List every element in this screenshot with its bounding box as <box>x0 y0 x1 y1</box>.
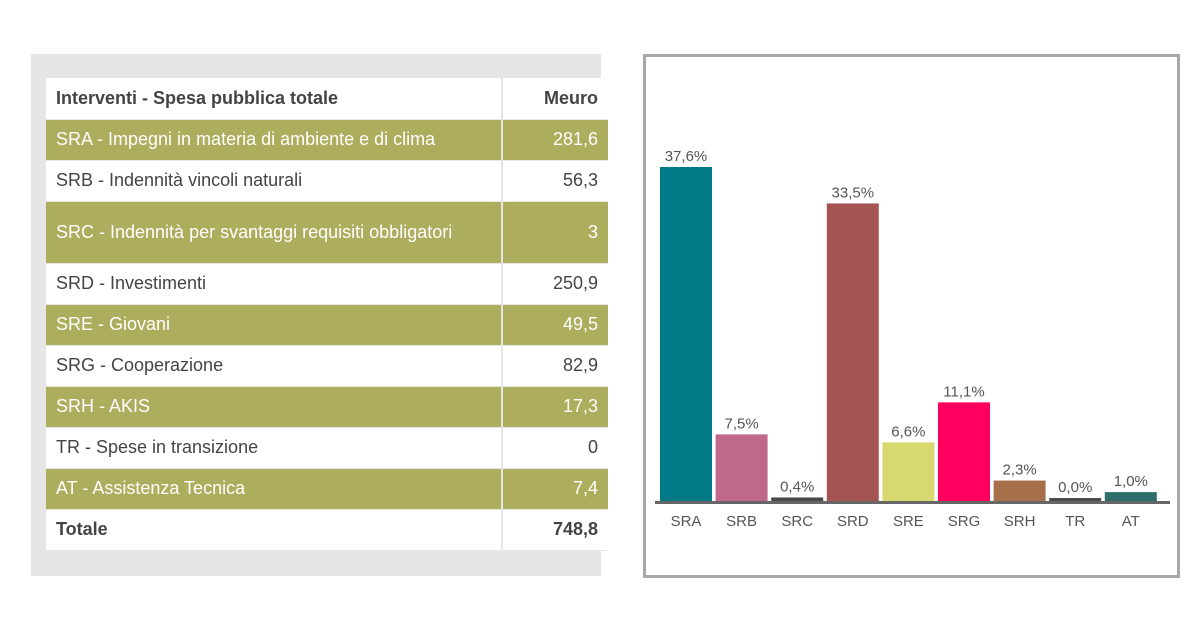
row-label: AT - Assistenza Tecnica <box>46 468 503 510</box>
table-header-row: Interventi - Spesa pubblica totale Meuro <box>46 78 608 120</box>
table-row: SRE - Giovani 49,5 <box>46 304 608 346</box>
total-label: Totale <box>46 509 503 551</box>
bar-chart: 37,6% SRA 7,5% SRB 0,4% SRC 33,5% SRD 6,6% SRE 11,… <box>655 148 1170 530</box>
tick-label-srd: SRD <box>837 513 869 530</box>
data-label-at: 1,0% <box>1114 473 1148 490</box>
row-value: 281,6 <box>502 119 608 161</box>
data-label-src: 0,4% <box>780 478 814 495</box>
table-row: SRC - Indennità per svantaggi requisiti … <box>46 201 608 264</box>
row-value: 82,9 <box>502 345 608 387</box>
table-row: SRH - AKIS 17,3 <box>46 386 608 428</box>
row-value: 0 <box>502 427 608 469</box>
table-row: SRD - Investimenti 250,9 <box>46 263 608 305</box>
bar-tr <box>1049 498 1102 501</box>
tick-label-tr: TR <box>1065 513 1085 530</box>
tick-label-src: SRC <box>781 513 813 530</box>
row-value: 56,3 <box>502 160 608 202</box>
table-row: TR - Spese in transizione 0 <box>46 427 608 469</box>
table-row: AT - Assistenza Tecnica 7,4 <box>46 468 608 510</box>
data-label-srd: 33,5% <box>832 184 875 201</box>
row-value: 250,9 <box>502 263 608 305</box>
tick-label-sra: SRA <box>671 513 702 530</box>
bar-at <box>1104 492 1157 501</box>
row-label: SRB - Indennità vincoli naturali <box>46 160 503 202</box>
bar-srb <box>715 434 768 501</box>
total-value: 748,8 <box>502 509 608 551</box>
table-total-row: Totale 748,8 <box>46 509 608 551</box>
tick-label-srh: SRH <box>1004 513 1036 530</box>
row-label: SRG - Cooperazione <box>46 345 503 387</box>
table-row: SRG - Cooperazione 82,9 <box>46 345 608 387</box>
row-label: SRH - AKIS <box>46 386 503 428</box>
row-value: 17,3 <box>502 386 608 428</box>
data-label-tr: 0,0% <box>1058 479 1092 496</box>
data-label-sre: 6,6% <box>891 423 925 440</box>
header-value: Meuro <box>502 78 608 120</box>
row-label: TR - Spese in transizione <box>46 427 503 469</box>
row-value: 49,5 <box>502 304 608 346</box>
data-label-sra: 37,6% <box>665 148 708 165</box>
data-label-srg: 11,1% <box>943 383 984 400</box>
bar-sra <box>660 167 712 501</box>
header-label: Interventi - Spesa pubblica totale <box>46 78 503 120</box>
row-label: SRD - Investimenti <box>46 263 503 305</box>
tick-label-sre: SRE <box>893 513 924 530</box>
data-label-srb: 7,5% <box>724 415 758 432</box>
row-label: SRC - Indennità per svantaggi requisiti … <box>46 201 503 264</box>
data-label-srh: 2,3% <box>1002 462 1036 479</box>
tick-label-at: AT <box>1122 513 1140 530</box>
bar-srg <box>938 402 990 501</box>
bar-srh <box>993 480 1046 501</box>
row-label: SRA - Impegni in materia di ambiente e d… <box>46 119 503 161</box>
chart-panel: 37,6% SRA 7,5% SRB 0,4% SRC 33,5% SRD 6,6% SRE 11,… <box>643 54 1180 578</box>
row-label: SRE - Giovani <box>46 304 503 346</box>
bar-srd <box>826 203 879 501</box>
table-row: SRA - Impegni in materia di ambiente e d… <box>46 119 608 161</box>
tick-label-srg: SRG <box>948 513 981 530</box>
table-panel: Interventi - Spesa pubblica totale Meuro… <box>31 54 608 576</box>
tick-label-srb: SRB <box>726 513 757 530</box>
table-row: SRB - Indennità vincoli naturali 56,3 <box>46 160 608 202</box>
bar-src <box>771 497 824 501</box>
row-value: 7,4 <box>502 468 608 510</box>
row-value: 3 <box>502 201 608 264</box>
bar-sre <box>882 442 935 501</box>
data-table: Interventi - Spesa pubblica totale Meuro… <box>46 78 608 551</box>
